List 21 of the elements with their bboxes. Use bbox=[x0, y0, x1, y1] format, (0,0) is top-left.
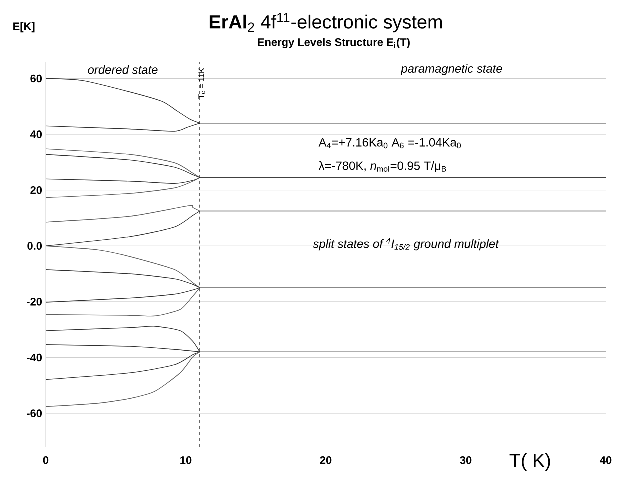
y-tick-label: 40 bbox=[30, 130, 42, 138]
y-tick-label: 60 bbox=[30, 74, 42, 83]
annotation: λ=-780K, n$_{mol}$=0.95 T/μ$_{B}$ bbox=[318, 161, 446, 172]
chart-subtitle: Energy Levels Structure E$_{i}$(T) bbox=[258, 38, 410, 49]
y-tick-label: -40 bbox=[27, 354, 42, 362]
x-axis-title: T( K) bbox=[510, 454, 550, 472]
annotation: A$_{4}$=+7.16Ka$_{0}$ A$_{6}$ =-1.04Ka$_{0}$ bbox=[318, 138, 462, 149]
x-tick-label: 20 bbox=[320, 456, 332, 464]
y-tick-label: -60 bbox=[27, 410, 42, 418]
x-tick-label: 40 bbox=[600, 456, 612, 464]
y-axis-title: E[K] bbox=[14, 22, 35, 33]
y-tick-label: 20 bbox=[30, 186, 42, 194]
x-tick-label: 0 bbox=[43, 456, 49, 464]
x-tick-label: 30 bbox=[460, 456, 472, 464]
y-tick-label: 0.0 bbox=[28, 242, 42, 250]
y-tick-label: -20 bbox=[27, 298, 42, 306]
annotation: paramagnetic state bbox=[400, 64, 502, 76]
annotation: ordered state bbox=[88, 65, 158, 74]
annotation: split states of $^{4}$I$_{15/2}$ ground multiplet bbox=[313, 238, 500, 251]
chart-title: ErAl$_{2}$ 4f$^{11}$-electronic system bbox=[210, 13, 442, 33]
x-tick-label: 10 bbox=[180, 456, 192, 464]
